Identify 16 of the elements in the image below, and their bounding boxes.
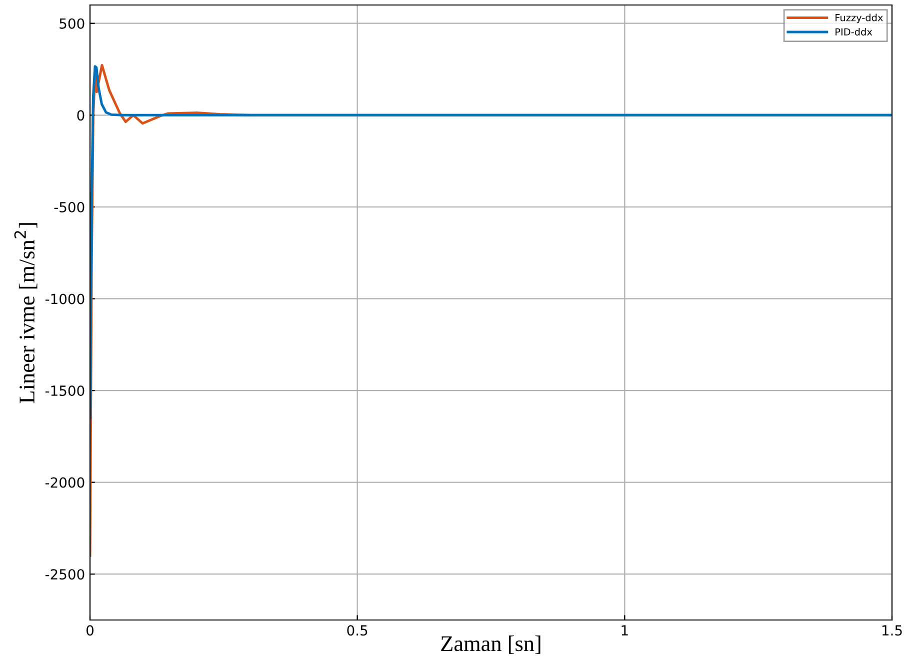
y-tick-label: -500	[54, 202, 84, 212]
legend-label: PID-ddx	[836, 28, 872, 36]
y-tick-label: -1500	[45, 385, 84, 396]
y-axis-title: Lineer ivme [m/sn$^{2}$]	[14, 223, 38, 404]
y-tick-label: -2500	[45, 569, 84, 580]
line-series	[90, 65, 892, 420]
y-tick-label: 500	[60, 18, 84, 29]
x-tick-label: 1	[622, 625, 628, 636]
x-tick-label: 0	[86, 625, 94, 636]
y-tick-label: 0	[77, 110, 84, 121]
legend-label: Fuzzy-ddx	[836, 14, 883, 24]
y-tick-label: -2000	[45, 477, 84, 488]
x-axis-title: Zaman [sn]	[441, 636, 540, 654]
y-tick-label: -1000	[45, 294, 84, 304]
x-tick-label: 1.5	[882, 625, 902, 636]
x-tick-label: 0.5	[347, 625, 368, 636]
